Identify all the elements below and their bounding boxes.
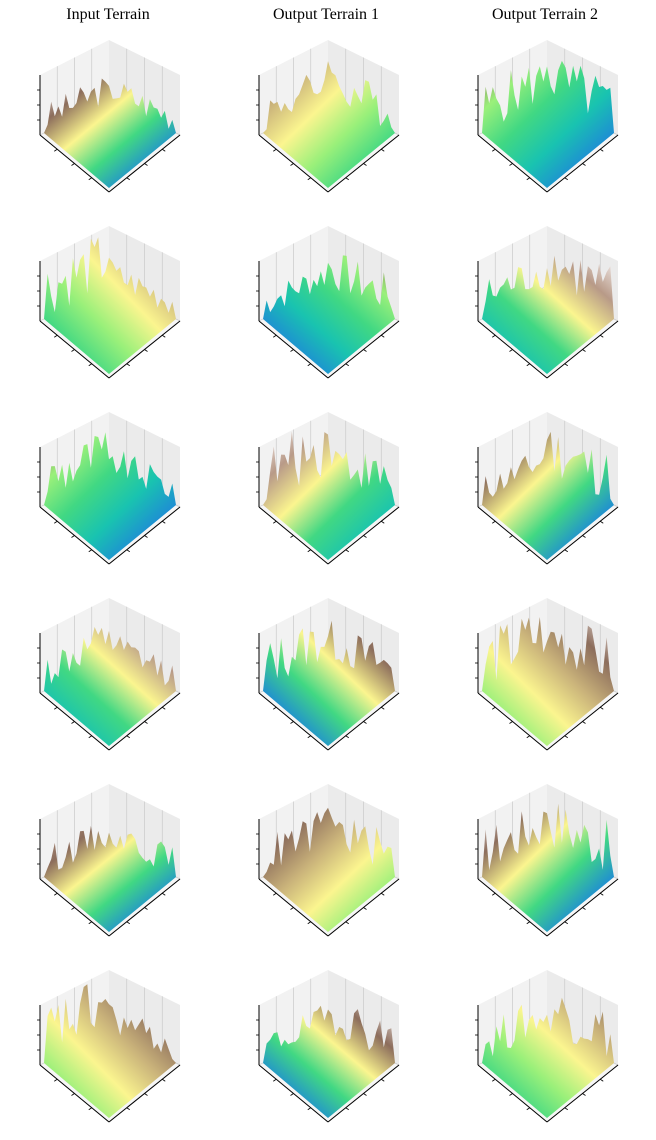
- terrain-surface: [263, 807, 395, 932]
- terrain-surface: [44, 78, 176, 188]
- col-title-input: Input Terrain: [66, 6, 150, 23]
- terrain-surface: [44, 825, 176, 932]
- terrain-panel-r4-c3: [438, 588, 656, 768]
- terrain-plot: [256, 226, 400, 379]
- terrain-panel-r1-c1: [0, 30, 218, 210]
- terrain-plot: [37, 40, 181, 193]
- terrain-plot: [256, 970, 400, 1123]
- terrain-plot: [475, 598, 619, 751]
- terrain-plot: [475, 40, 619, 193]
- terrain-surface: [263, 431, 395, 560]
- col-title-output-2: Output Terrain 2: [491, 6, 599, 23]
- terrain-surface: [482, 431, 614, 560]
- terrain-surface: [263, 255, 395, 374]
- terrain-plot: [37, 412, 181, 565]
- terrain-panel-r1-c2: [219, 30, 437, 210]
- terrain-panel-r6-c2: [219, 960, 437, 1140]
- terrain-plot: [475, 226, 619, 379]
- terrain-panel-r1-c3: [438, 30, 656, 210]
- terrain-plot: [37, 970, 181, 1123]
- terrain-panel-r2-c2: [219, 216, 437, 396]
- terrain-panel-r4-c2: [219, 588, 437, 768]
- terrain-plot: [475, 784, 619, 937]
- terrain-panel-r4-c1: [0, 588, 218, 768]
- terrain-plot: [256, 598, 400, 751]
- terrain-panel-r6-c3: [438, 960, 656, 1140]
- terrain-panel-r2-c1: [0, 216, 218, 396]
- terrain-plot: [37, 598, 181, 751]
- col-title-output-1: Output Terrain 1: [272, 6, 380, 23]
- terrain-surface: [263, 620, 395, 746]
- terrain-panel-r2-c3: [438, 216, 656, 396]
- terrain-surface: [44, 237, 176, 374]
- terrain-panel-r3-c3: [438, 402, 656, 582]
- terrain-panel-r5-c2: [219, 774, 437, 954]
- terrain-surface: [44, 984, 176, 1118]
- terrain-plot: [475, 970, 619, 1123]
- terrain-surface: [482, 997, 614, 1118]
- terrain-surface: [263, 61, 395, 188]
- terrain-surface: [482, 617, 614, 746]
- terrain-panel-r3-c2: [219, 402, 437, 582]
- terrain-plot: [475, 412, 619, 565]
- terrain-surface: [482, 803, 614, 932]
- terrain-plot: [256, 412, 400, 565]
- terrain-surface: [482, 255, 614, 374]
- terrain-panel-r6-c1: [0, 960, 218, 1140]
- terrain-surface: [44, 432, 176, 560]
- terrain-plot: [256, 40, 400, 193]
- terrain-plot: [37, 226, 181, 379]
- terrain-panel-r3-c1: [0, 402, 218, 582]
- terrain-surface: [44, 627, 176, 746]
- terrain-panel-r5-c3: [438, 774, 656, 954]
- terrain-plot: [256, 784, 400, 937]
- terrain-plot: [37, 784, 181, 937]
- terrain-surface: [482, 60, 614, 188]
- terrain-panel-r5-c1: [0, 774, 218, 954]
- terrain-surface: [263, 1005, 395, 1118]
